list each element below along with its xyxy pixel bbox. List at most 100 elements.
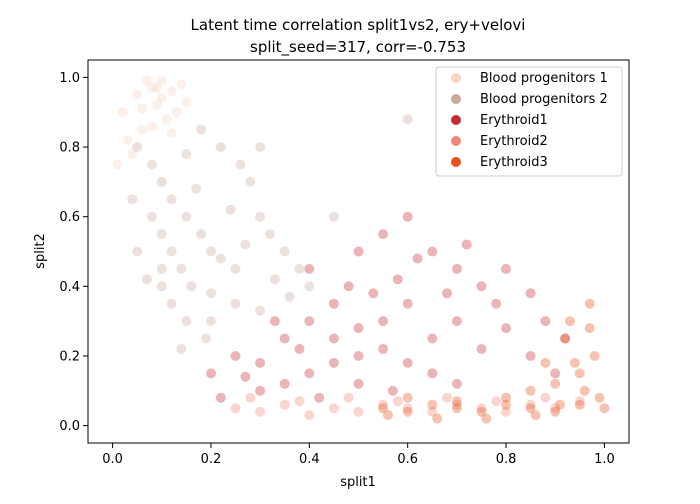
data-point-series-1-35 [240, 239, 251, 250]
data-point-series-2-27 [402, 211, 413, 222]
data-point-series-1-29 [206, 316, 216, 327]
data-point-series-2-23 [451, 378, 462, 389]
data-point-series-2-33 [328, 333, 339, 344]
data-point-series-1-32 [156, 263, 167, 274]
data-point-series-3-7 [402, 403, 413, 414]
legend-marker-erythroid3 [451, 157, 461, 167]
data-point-series-4-10 [402, 392, 413, 403]
data-point-series-2-37 [392, 274, 403, 285]
data-point-series-2-29 [451, 263, 462, 274]
data-point-series-1-19 [156, 281, 167, 292]
y-tick-label-0: 0.0 [59, 419, 80, 434]
data-point-series-3-5 [353, 406, 364, 417]
y-tick-label-3: 0.6 [59, 210, 80, 225]
data-point-series-4-3 [451, 403, 462, 414]
data-point-series-3-4 [328, 403, 339, 414]
data-point-series-3-18 [442, 392, 452, 403]
data-point-series-2-46 [240, 371, 251, 382]
legend-label-erythroid2: Erythroid2 [480, 134, 548, 149]
data-point-series-2-5 [328, 298, 339, 309]
data-point-series-4-17 [560, 333, 571, 344]
data-point-series-2-39 [442, 288, 452, 299]
data-point-series-3-11 [501, 406, 511, 417]
data-point-series-1-10 [156, 229, 167, 240]
data-point-series-1-34 [225, 204, 236, 215]
data-point-series-1-14 [206, 288, 216, 299]
data-point-series-2-26 [378, 229, 389, 240]
data-point-series-3-1 [255, 406, 266, 417]
data-point-series-1-12 [176, 263, 187, 274]
data-point-series-2-38 [412, 253, 423, 264]
data-point-series-2-11 [476, 344, 487, 354]
x-ticks: 0.0 0.2 0.4 0.6 0.8 1.0 [102, 443, 615, 467]
data-point-series-1-41 [402, 114, 413, 125]
data-point-series-2-49 [387, 385, 398, 396]
data-point-series-3-20 [540, 392, 551, 403]
data-point-series-1-27 [294, 263, 305, 274]
x-tick-label-1: 0.2 [201, 452, 222, 467]
data-point-series-2-40 [461, 239, 472, 250]
data-point-series-2-48 [314, 392, 325, 403]
data-point-series-1-20 [255, 211, 266, 222]
plot-frame [87, 59, 630, 444]
data-point-series-0-13 [156, 93, 167, 104]
data-point-series-3-21 [574, 396, 585, 407]
data-point-series-4-6 [525, 403, 536, 414]
x-tick-label-3: 0.6 [397, 452, 418, 467]
data-point-series-1-25 [265, 229, 275, 240]
legend-label-erythroid1: Erythroid1 [480, 113, 548, 128]
data-point-series-2-8 [402, 298, 413, 309]
x-tick-label-2: 0.4 [299, 452, 320, 467]
x-tick-label-4: 0.8 [496, 452, 517, 467]
data-point-series-1-39 [176, 344, 187, 354]
data-point-series-0-8 [127, 149, 138, 159]
data-point-series-4-21 [579, 385, 590, 396]
data-point-series-2-22 [427, 368, 438, 379]
data-point-series-1-31 [166, 298, 177, 309]
data-point-series-2-6 [353, 323, 364, 334]
data-point-series-3-10 [476, 403, 487, 414]
x-axis-label: split1 [340, 475, 376, 490]
data-point-series-0-18 [112, 159, 123, 170]
data-point-series-2-32 [525, 288, 536, 299]
legend-marker-erythroid1 [451, 115, 461, 125]
data-point-series-1-23 [196, 124, 207, 135]
data-point-series-2-17 [304, 368, 315, 379]
data-point-series-2-25 [353, 246, 364, 257]
data-point-series-4-2 [427, 399, 438, 410]
data-point-series-0-12 [122, 135, 133, 146]
data-point-series-1-33 [191, 183, 202, 194]
data-point-series-3-2 [279, 399, 290, 410]
data-point-series-1-6 [206, 246, 216, 257]
data-point-series-0-7 [171, 107, 182, 118]
data-point-series-2-4 [304, 316, 315, 327]
data-point-series-4-20 [584, 298, 595, 309]
data-point-series-2-18 [328, 357, 339, 368]
data-point-series-2-14 [550, 368, 561, 379]
data-point-series-1-9 [146, 211, 157, 222]
data-point-series-2-36 [294, 344, 305, 354]
data-point-series-0-10 [142, 75, 152, 86]
data-point-series-0-14 [146, 121, 157, 132]
data-point-series-2-47 [215, 392, 226, 403]
data-point-series-3-19 [491, 396, 502, 407]
data-point-series-3-14 [245, 392, 256, 403]
y-tick-label-2: 0.4 [59, 280, 80, 295]
data-point-series-4-18 [540, 357, 551, 368]
data-point-series-1-0 [132, 142, 143, 152]
data-point-series-1-22 [215, 142, 226, 152]
data-point-series-1-40 [328, 211, 339, 222]
data-point-series-4-1 [402, 406, 413, 417]
data-point-series-2-34 [353, 378, 364, 389]
data-point-series-4-9 [599, 403, 610, 414]
data-point-series-4-12 [501, 392, 511, 403]
data-point-series-2-1 [230, 351, 241, 361]
data-point-series-1-38 [201, 333, 211, 344]
data-point-series-2-9 [427, 333, 438, 344]
data-point-series-1-30 [181, 316, 192, 327]
data-point-series-1-26 [279, 246, 290, 257]
chart-title-line1: Latent time correlation split1vs2, ery+v… [191, 16, 526, 34]
legend-marker-erythroid2 [451, 136, 461, 146]
data-point-series-1-7 [215, 253, 226, 264]
legend-marker-blood-progenitors-1 [451, 73, 461, 83]
